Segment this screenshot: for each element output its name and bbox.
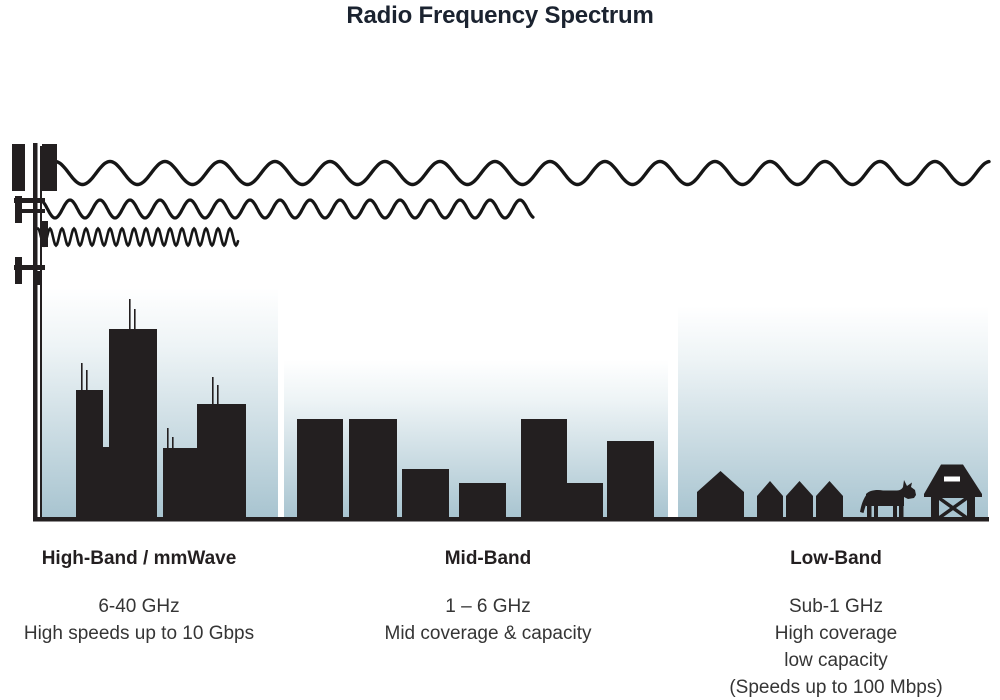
building [402, 469, 449, 518]
building [521, 419, 567, 518]
barn-vent [944, 476, 960, 482]
antenna-small-lower [15, 257, 22, 284]
band-name: Mid-Band [444, 548, 532, 569]
tower-pole-secondary [40, 146, 42, 517]
skyscraper [76, 390, 103, 518]
low-band-wave [53, 159, 991, 187]
tower-crossbar [14, 265, 45, 270]
rooftop-antenna [167, 428, 169, 449]
rooftop-antenna [81, 363, 83, 391]
antenna-panel-left [12, 144, 25, 191]
rooftop-antenna [217, 385, 219, 405]
barn-icon [924, 464, 982, 520]
skyscraper [197, 404, 246, 518]
band-detail: low capacity [784, 650, 888, 671]
barn-door-cross [937, 496, 969, 520]
page-title: Radio Frequency Spectrum [346, 2, 654, 29]
mid-band-label: Mid-Band 1 – 6 GHz Mid coverage & capaci… [363, 548, 613, 647]
cow-tail [860, 494, 871, 513]
low-band-label: Low-Band Sub-1 GHz High coverage low cap… [706, 548, 966, 700]
skyscraper [163, 448, 197, 518]
house-icon [697, 471, 744, 518]
cow-icon [860, 480, 916, 518]
building [349, 419, 397, 518]
building [607, 441, 654, 518]
cell-tower-icon [12, 143, 57, 517]
tower-crossbar [14, 198, 45, 203]
skyscraper [109, 329, 157, 518]
mid-band-wave [38, 198, 535, 220]
building [567, 483, 603, 518]
high-band-label: High-Band / mmWave 6-40 GHz High speeds … [14, 548, 264, 647]
high-band-wave [36, 226, 240, 248]
tower-crossbar [20, 209, 45, 213]
band-detail: (Speeds up to 100 Mbps) [729, 677, 943, 698]
rural-scene [697, 464, 982, 520]
house-icon [757, 481, 783, 518]
band-name: Low-Band [790, 548, 882, 569]
building [297, 419, 343, 518]
house-icon [786, 481, 813, 518]
band-detail: High speeds up to 10 Gbps [23, 623, 255, 644]
rooftop-antenna [172, 437, 174, 449]
rooftop-antenna [86, 370, 88, 391]
ground-line [33, 517, 989, 522]
midrise-buildings-icon [297, 419, 654, 518]
band-detail: High coverage [774, 623, 898, 644]
tower-stub [37, 271, 41, 285]
rooftop-antenna [129, 299, 131, 330]
band-frequency: Sub-1 GHz [789, 596, 883, 617]
antenna-panel-right [42, 144, 57, 191]
band-name: High-Band / mmWave [41, 548, 237, 569]
antenna-small-upper [15, 196, 22, 223]
skyscraper [103, 447, 109, 518]
house-icon [816, 481, 843, 518]
band-frequency: 1 – 6 GHz [445, 596, 531, 617]
tower-pole [33, 143, 38, 517]
city-skyline-icon [76, 299, 246, 518]
antenna-small-right [41, 221, 48, 247]
building [459, 483, 506, 518]
rooftop-antenna [134, 309, 136, 330]
rooftop-antenna [212, 377, 214, 405]
spectrum-illustration [12, 143, 991, 522]
band-detail: Mid coverage & capacity [384, 623, 592, 644]
band-frequency: 6-40 GHz [98, 596, 180, 617]
